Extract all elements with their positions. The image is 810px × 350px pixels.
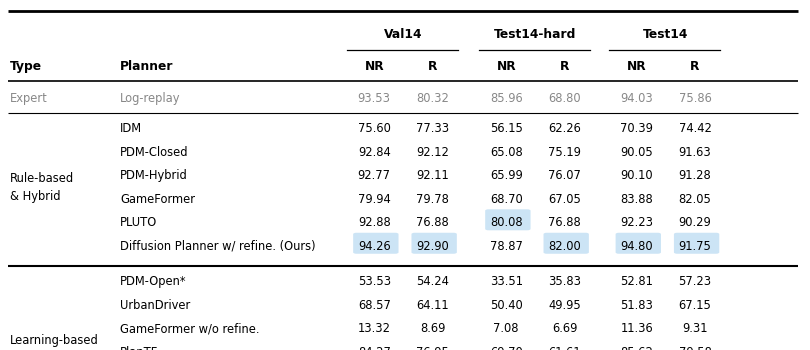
FancyBboxPatch shape <box>674 233 719 254</box>
Text: 84.27: 84.27 <box>358 345 390 350</box>
Text: 75.19: 75.19 <box>548 146 581 159</box>
Text: 94.03: 94.03 <box>620 92 653 105</box>
Text: 33.51: 33.51 <box>490 275 522 288</box>
Text: Rule-based
& Hybrid: Rule-based & Hybrid <box>10 172 74 203</box>
Text: 92.90: 92.90 <box>416 239 449 253</box>
FancyBboxPatch shape <box>544 233 589 254</box>
Text: Val14: Val14 <box>384 28 423 42</box>
Text: 70.39: 70.39 <box>620 122 653 135</box>
Text: 75.60: 75.60 <box>358 122 390 135</box>
Text: 76.07: 76.07 <box>548 169 581 182</box>
Text: 56.15: 56.15 <box>490 122 522 135</box>
Text: 7.08: 7.08 <box>493 322 519 335</box>
Text: PDM-Closed: PDM-Closed <box>120 146 189 159</box>
Text: 78.87: 78.87 <box>490 239 522 253</box>
Text: 91.63: 91.63 <box>679 146 711 159</box>
Text: 50.40: 50.40 <box>490 299 522 312</box>
Text: Learning-based: Learning-based <box>10 334 99 347</box>
Text: 61.61: 61.61 <box>548 345 581 350</box>
Text: Type: Type <box>10 60 42 73</box>
Text: Planner: Planner <box>120 60 173 73</box>
FancyBboxPatch shape <box>616 233 661 254</box>
Text: PLUTO: PLUTO <box>120 216 157 229</box>
Text: GameFormer w/o refine.: GameFormer w/o refine. <box>120 322 259 335</box>
Text: 92.88: 92.88 <box>358 216 390 229</box>
Text: 13.32: 13.32 <box>358 322 390 335</box>
Text: 69.70: 69.70 <box>490 345 522 350</box>
Text: R: R <box>560 60 569 73</box>
Text: 67.15: 67.15 <box>679 299 711 312</box>
Text: 54.24: 54.24 <box>416 275 449 288</box>
Text: 51.83: 51.83 <box>620 299 653 312</box>
Text: 6.69: 6.69 <box>552 322 578 335</box>
Text: R: R <box>428 60 437 73</box>
Text: NR: NR <box>497 60 516 73</box>
Text: 65.99: 65.99 <box>490 169 522 182</box>
Text: 57.23: 57.23 <box>679 275 711 288</box>
Text: 76.95: 76.95 <box>416 345 449 350</box>
Text: Expert: Expert <box>10 92 48 105</box>
Text: PDM-Hybrid: PDM-Hybrid <box>120 169 188 182</box>
Text: 76.88: 76.88 <box>548 216 581 229</box>
Text: 90.29: 90.29 <box>679 216 711 229</box>
Text: 8.69: 8.69 <box>420 322 446 335</box>
Text: 94.26: 94.26 <box>358 239 390 253</box>
Text: 82.00: 82.00 <box>548 239 581 253</box>
Text: 52.81: 52.81 <box>620 275 653 288</box>
Text: 80.08: 80.08 <box>490 216 522 229</box>
Text: 85.96: 85.96 <box>490 92 522 105</box>
Text: 62.26: 62.26 <box>548 122 581 135</box>
Text: 65.08: 65.08 <box>490 146 522 159</box>
Text: 9.31: 9.31 <box>682 322 708 335</box>
Text: 90.05: 90.05 <box>620 146 653 159</box>
FancyBboxPatch shape <box>411 233 457 254</box>
Text: 79.94: 79.94 <box>358 193 390 206</box>
Text: 85.62: 85.62 <box>620 345 653 350</box>
FancyBboxPatch shape <box>485 209 531 230</box>
Text: 90.10: 90.10 <box>620 169 653 182</box>
Text: 91.28: 91.28 <box>679 169 711 182</box>
Text: 68.57: 68.57 <box>358 299 390 312</box>
Text: 80.32: 80.32 <box>416 92 449 105</box>
Text: 92.23: 92.23 <box>620 216 653 229</box>
Text: 79.58: 79.58 <box>679 345 711 350</box>
Text: 92.77: 92.77 <box>358 169 390 182</box>
Text: GameFormer: GameFormer <box>120 193 195 206</box>
Text: Test14-hard: Test14-hard <box>494 28 577 42</box>
Text: 76.88: 76.88 <box>416 216 449 229</box>
Text: 79.78: 79.78 <box>416 193 449 206</box>
Text: 75.86: 75.86 <box>679 92 711 105</box>
Text: PlanTF: PlanTF <box>120 345 158 350</box>
Text: R: R <box>690 60 700 73</box>
Text: UrbanDriver: UrbanDriver <box>120 299 190 312</box>
Text: 83.88: 83.88 <box>620 193 653 206</box>
Text: 91.75: 91.75 <box>679 239 711 253</box>
Text: 11.36: 11.36 <box>620 322 653 335</box>
Text: 82.05: 82.05 <box>679 193 711 206</box>
Text: IDM: IDM <box>120 122 142 135</box>
Text: Log-replay: Log-replay <box>120 92 181 105</box>
Text: 74.42: 74.42 <box>679 122 711 135</box>
Text: 68.80: 68.80 <box>548 92 581 105</box>
Text: Test14: Test14 <box>643 28 688 42</box>
Text: 67.05: 67.05 <box>548 193 581 206</box>
Text: 77.33: 77.33 <box>416 122 449 135</box>
Text: 35.83: 35.83 <box>548 275 581 288</box>
Text: NR: NR <box>364 60 384 73</box>
Text: 92.84: 92.84 <box>358 146 390 159</box>
Text: 93.53: 93.53 <box>358 92 390 105</box>
Text: PDM-Open*: PDM-Open* <box>120 275 186 288</box>
Text: 92.12: 92.12 <box>416 146 449 159</box>
Text: NR: NR <box>627 60 646 73</box>
FancyBboxPatch shape <box>353 233 399 254</box>
Text: 49.95: 49.95 <box>548 299 581 312</box>
Text: 92.11: 92.11 <box>416 169 449 182</box>
Text: 94.80: 94.80 <box>620 239 653 253</box>
Text: 68.70: 68.70 <box>490 193 522 206</box>
Text: 53.53: 53.53 <box>358 275 390 288</box>
Text: Diffusion Planner w/ refine. (Ours): Diffusion Planner w/ refine. (Ours) <box>120 239 316 253</box>
Text: 64.11: 64.11 <box>416 299 449 312</box>
